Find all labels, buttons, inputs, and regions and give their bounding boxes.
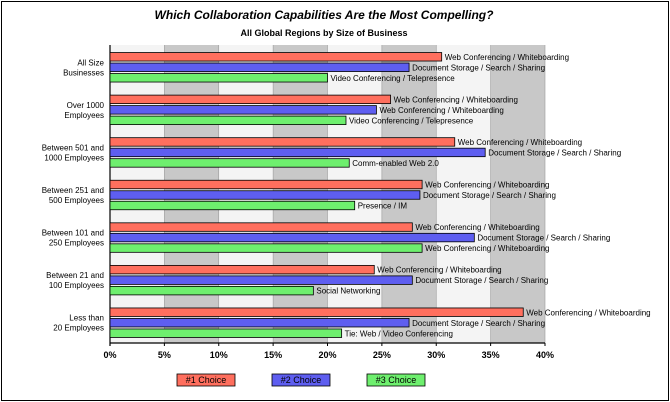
bar [109,200,356,211]
bar [109,115,347,126]
bar-label: Web Conferencing / Whiteboarding [377,266,501,275]
bar-label: Document Storage / Search / Sharing [477,234,610,243]
bar [109,307,524,317]
bar [109,94,391,105]
bar-label: Presence / IM [358,202,408,211]
bar [109,222,413,232]
bar-label: Document Storage / Search / Sharing [423,191,556,200]
legend-label: #3 Choice [376,375,417,385]
legend: #1 Choice #2 Choice #3 Choice [176,373,426,387]
bar [109,190,421,200]
category-label: Between 101 and 250 Employees [42,229,104,248]
bar-label: Document Storage / Search / Sharing [415,276,548,285]
bar [109,147,486,158]
bar-label: Web Conferencing / Whiteboarding [445,53,569,62]
bar-label: Web Conferencing / Whiteboarding [425,181,549,190]
chart-title: Which Collaboration Capabilities Are the… [155,8,495,22]
x-tick-label: 10% [210,350,228,360]
bar [109,179,423,190]
legend-swatch [271,373,331,387]
bar [109,73,328,83]
bar-label: Web Conferencing / Whiteboarding [379,106,503,115]
bar [109,285,314,296]
bar [109,62,410,72]
bar-label: Video Conferencing / Telepresence [331,74,456,83]
x-tick-label: 0% [103,350,116,360]
bar-label: Web Conferencing / Whiteboarding [526,308,650,317]
bar [109,158,350,168]
bar-label: Web Conferencing / Whiteboarding [458,138,582,147]
x-tick-label: 40% [536,350,554,360]
bar-label: Web Conferencing / Whiteboarding [415,223,539,232]
bar [109,243,423,253]
bar [109,264,375,275]
x-tick-label: 20% [318,350,336,360]
bar-label: Document Storage / Search / Sharing [412,63,545,72]
category-label: Over 1000 Employees [64,101,104,120]
bar [109,137,456,147]
legend-swatch [176,373,236,387]
bar [109,318,410,328]
x-tick-label: 35% [482,350,500,360]
bar-label: Social Networking [316,287,380,296]
plot-band [436,45,491,343]
bar-label: Web Conferencing / Whiteboarding [394,95,518,104]
plot-band [490,45,545,343]
category-label: Between 21 and 100 Employees [46,271,104,290]
legend-swatch [366,373,426,387]
x-tick-label: 5% [158,350,171,360]
bar-label: Tie: Web / Video Conferencing [345,329,453,338]
chart-subtitle: All Global Regions by Size of Business [240,28,407,38]
bar-label: Document Storage / Search / Sharing [412,319,545,328]
bar-label: Comm-enabled Web 2.0 [352,159,439,168]
bar [109,328,343,338]
category-label: Between 251 and 500 Employees [42,186,104,205]
bar [109,105,377,115]
legend-label: #2 Choice [281,375,322,385]
x-tick-label: 15% [264,350,282,360]
category-label: Less than 20 Employees [53,314,104,333]
bar-label: Video Conferencing / Telepresence [349,116,474,125]
plot-area: 0% 5% 10% 15% 20% 25% 30% 35% 40% All Size Busines… [42,45,651,360]
bar-label: Web Conferencing / Whiteboarding [425,244,549,253]
bar-label: Document Storage / Search / Sharing [488,148,621,157]
bar [109,275,413,285]
category-label: All Size Businesses [63,58,104,77]
category-label: Between 501 and 1000 Employees [42,143,104,162]
bar [109,232,475,243]
x-tick-label: 25% [373,350,391,360]
legend-label: #1 Choice [186,375,227,385]
x-tick-label: 30% [427,350,445,360]
bar [109,52,443,62]
